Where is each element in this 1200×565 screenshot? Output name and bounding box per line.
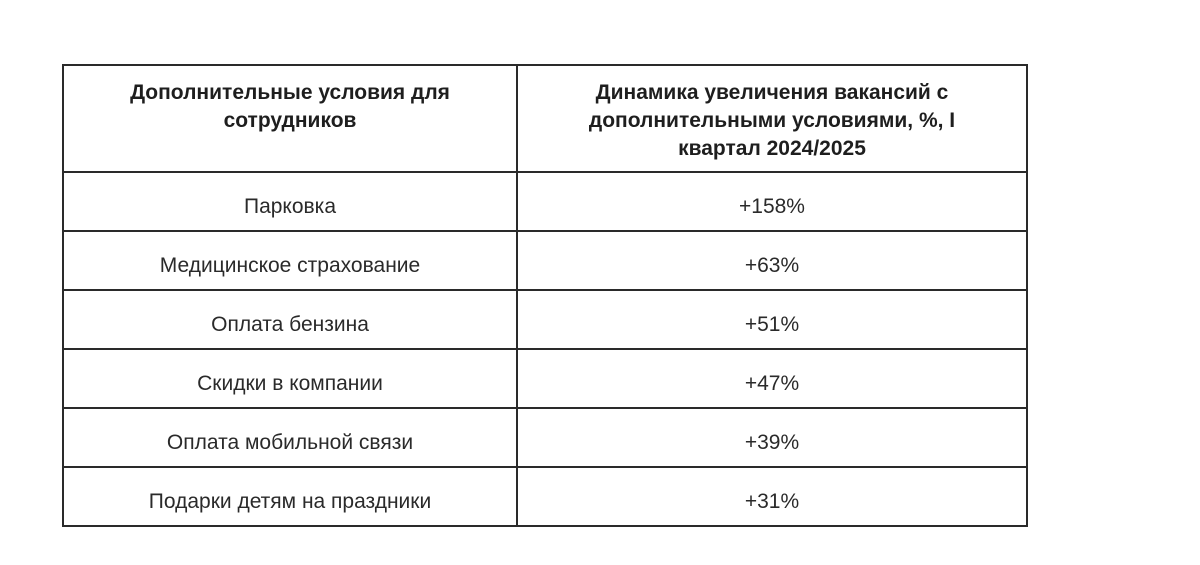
header-row: Дополнительные условия для сотрудников Д… — [62, 64, 1028, 173]
header-conditions: Дополнительные условия для сотрудников — [62, 64, 518, 173]
table-header: Дополнительные условия для сотрудников Д… — [62, 64, 1028, 173]
benefits-table: Дополнительные условия для сотрудников Д… — [62, 64, 1028, 527]
growth-cell: +31% — [516, 466, 1028, 527]
header-dynamics: Динамика увеличения вакансий с дополните… — [516, 64, 1028, 173]
growth-cell: +158% — [516, 171, 1028, 232]
growth-cell: +39% — [516, 407, 1028, 468]
table-row: Подарки детям на праздники +31% — [62, 466, 1028, 527]
table-row: Скидки в компании +47% — [62, 348, 1028, 409]
header-conditions-label: Дополнительные условия для сотрудников — [130, 81, 450, 132]
growth-cell: +47% — [516, 348, 1028, 409]
condition-cell: Оплата бензина — [62, 289, 518, 350]
growth-cell: +51% — [516, 289, 1028, 350]
table-row: Парковка +158% — [62, 171, 1028, 232]
condition-cell: Подарки детям на праздники — [62, 466, 518, 527]
condition-cell: Парковка — [62, 171, 518, 232]
table-row: Оплата мобильной связи +39% — [62, 407, 1028, 468]
table-body: Парковка +158% Медицинское страхование +… — [62, 171, 1028, 527]
condition-cell: Медицинское страхование — [62, 230, 518, 291]
condition-cell: Скидки в компании — [62, 348, 518, 409]
condition-cell: Оплата мобильной связи — [62, 407, 518, 468]
growth-cell: +63% — [516, 230, 1028, 291]
table-row: Оплата бензина +51% — [62, 289, 1028, 350]
table-row: Медицинское страхование +63% — [62, 230, 1028, 291]
header-dynamics-label: Динамика увеличения вакансий с дополните… — [588, 81, 956, 160]
